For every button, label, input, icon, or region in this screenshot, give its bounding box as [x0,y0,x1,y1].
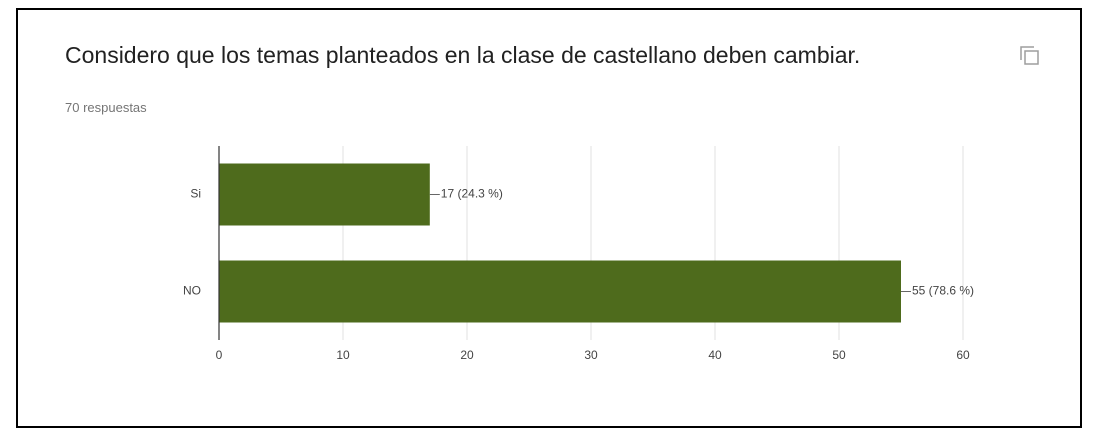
x-tick-label: 40 [708,348,722,362]
chart-title: Considero que los temas planteados en la… [65,42,861,68]
y-tick-label: NO [183,284,201,298]
x-tick-label: 30 [584,348,598,362]
x-tick-label: 50 [832,348,846,362]
chart: 0 10 20 30 40 50 60 Si 17 (24.3 %) NO 55 (78.6 %) [183,46,1039,362]
page: {"chart_data": {"type": "bar", "orientat… [16,8,1082,428]
x-tick-label: 60 [956,348,970,362]
bar [219,260,901,323]
x-tick-label: 0 [216,348,223,362]
chart-subtitle: 70 respuestas [65,100,147,115]
y-tick-label: Si [190,187,201,201]
value-label: 55 (78.6 %) [912,284,974,298]
copy-icon[interactable] [1020,46,1039,65]
bar [219,163,430,226]
x-tick-label: 20 [460,348,474,362]
value-label: 17 (24.3 %) [441,187,503,201]
x-tick-label: 10 [336,348,350,362]
